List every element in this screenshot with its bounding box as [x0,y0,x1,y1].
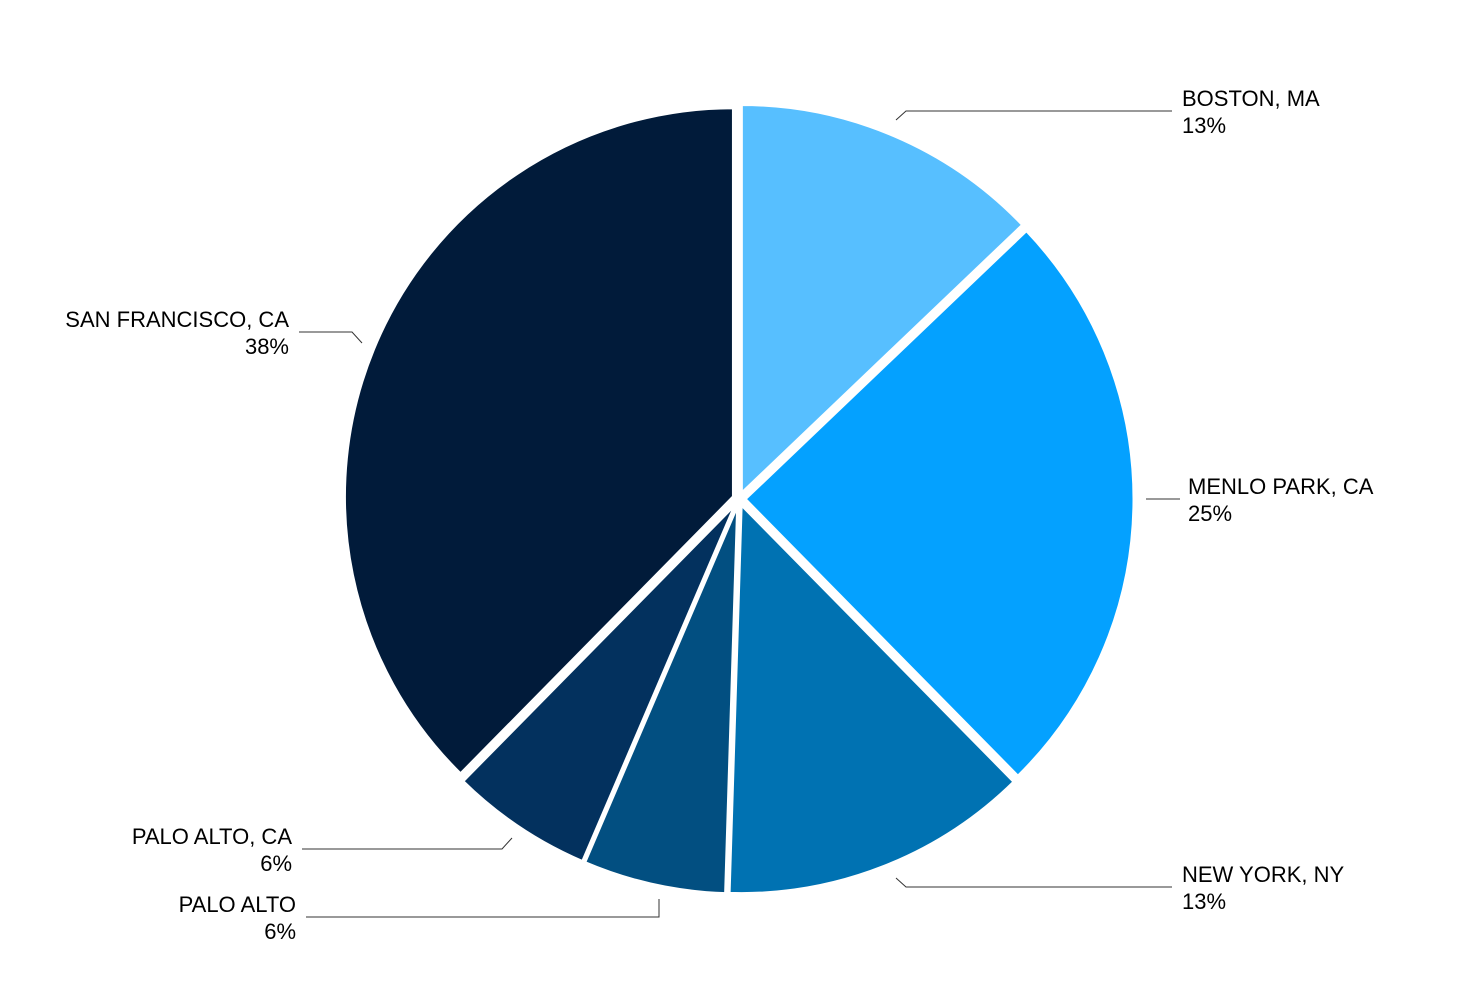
slice-percent-label: 6% [260,851,292,876]
slice-label: PALO ALTO, CA [132,824,293,849]
slice-label: BOSTON, MA [1182,86,1320,111]
leader-line [895,877,1172,888]
slice-percent-label: 38% [245,334,289,359]
pie-slice-palo-alto [582,504,740,896]
leader-line [302,837,513,850]
slice-percent-label: 13% [1182,113,1226,138]
pie-slice-san-francisco-ca [342,106,735,777]
slice-percent-label: 13% [1182,889,1226,914]
pie-slice-palo-alto-ca [460,502,738,864]
pie-slice-new-york-ny [727,501,1017,896]
slice-percent-label: 25% [1188,501,1232,526]
slice-label: SAN FRANCISCO, CA [65,307,289,332]
leader-line [299,331,363,344]
slice-label: PALO ALTO [179,892,296,917]
leader-line [895,110,1172,121]
pie-slice-boston-ma [739,102,1025,497]
slice-label: NEW YORK, NY [1182,862,1345,887]
leader-line [306,899,660,918]
pie-slice-menlo-park-ca [742,228,1136,779]
slice-percent-label: 6% [264,919,296,944]
slice-label: MENLO PARK, CA [1188,474,1374,499]
pie-slices [342,102,1136,896]
